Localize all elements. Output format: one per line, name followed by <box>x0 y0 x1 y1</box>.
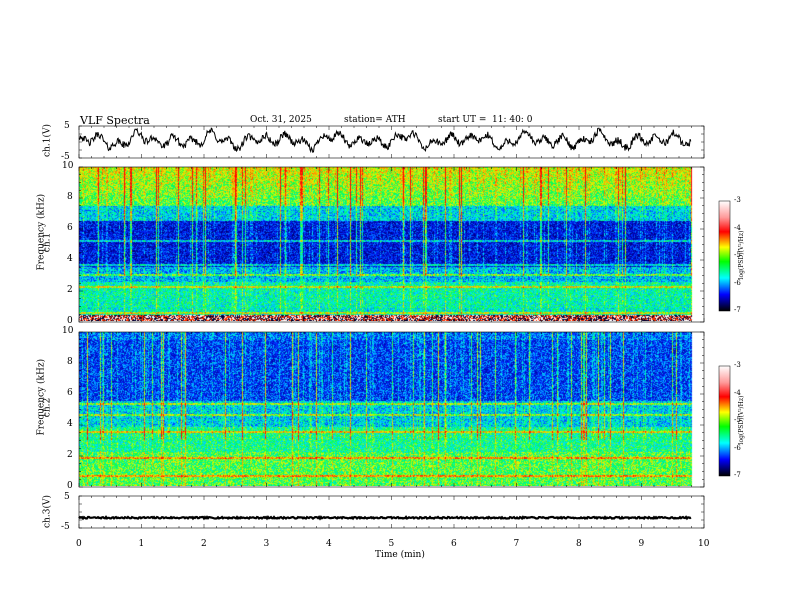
x-tick-label: 10 <box>698 539 710 549</box>
x-tick-label: 5 <box>388 539 395 549</box>
y-tick-label: 10 <box>62 161 74 171</box>
ch3-voltage-min: -5 <box>61 522 70 532</box>
colorbar-tick-label: -6 <box>734 278 741 287</box>
colorbar-tick-label: -4 <box>734 223 741 232</box>
ch1-spectrogram-frame <box>78 166 705 323</box>
y-tick-label: 8 <box>67 192 73 202</box>
ch1-colorbar-label: log(PSD)(V²/Hz) <box>738 230 745 280</box>
y-tick-label: 0 <box>67 481 73 491</box>
colorbar-tick-label: -6 <box>734 443 741 452</box>
start-ut-label: start UT = <box>438 115 487 125</box>
ch3-voltage-max: 5 <box>64 492 70 502</box>
colorbar-tick-label: -7 <box>734 306 741 314</box>
ch1-name-label: ch.1 <box>42 232 53 253</box>
y-tick-label: 0 <box>67 316 73 326</box>
y-tick-label: 10 <box>62 326 74 336</box>
ch2-colorbar <box>718 365 731 477</box>
ch2-name-label: ch.2 <box>42 397 53 418</box>
x-tick-label: 2 <box>201 539 207 549</box>
ch2-colorbar-label: log(PSD)(V²/Hz) <box>738 395 745 445</box>
ch1-voltage-frame <box>78 125 705 159</box>
chart-title: VLF Spectra <box>80 114 150 127</box>
colorbar-tick-label: -5 <box>734 416 741 424</box>
ch1-voltage-label: ch.1(V) <box>42 124 53 157</box>
y-tick-label: 6 <box>67 388 73 398</box>
y-tick-label: 4 <box>67 419 73 429</box>
y-tick-label: 2 <box>67 450 73 460</box>
x-tick-label: 1 <box>138 539 145 549</box>
y-tick-label: 8 <box>67 357 73 367</box>
ch3-voltage-frame <box>78 495 705 529</box>
x-tick-label: 6 <box>451 539 457 549</box>
date-label: Oct. 31, 2025 <box>250 115 312 125</box>
colorbar-tick-label: -4 <box>734 388 741 397</box>
colorbar-tick-label: -3 <box>734 196 741 204</box>
colorbar-tick-label: -5 <box>734 251 741 259</box>
ch1-voltage-min: -5 <box>61 152 70 162</box>
x-tick-label: 7 <box>513 539 520 549</box>
ch2-spectrogram <box>79 332 693 486</box>
start-ut-time: 11: 40: 0 <box>492 115 533 125</box>
ch2-spectrogram-frame <box>78 331 705 488</box>
y-tick-label: 6 <box>67 223 73 233</box>
x-tick-label: 3 <box>263 539 270 549</box>
x-tick-label: 4 <box>326 539 332 549</box>
y-tick-label: 2 <box>67 285 73 295</box>
station-label: station= ATH <box>344 115 406 125</box>
ch1-spectrogram <box>79 167 693 321</box>
x-tick-label: 0 <box>76 539 82 549</box>
y-tick-label: 4 <box>67 254 73 264</box>
xaxis-label: Time (min) <box>375 550 425 560</box>
colorbar-tick-label: -7 <box>734 471 741 479</box>
ch3-voltage-label: ch.3(V) <box>42 495 53 528</box>
x-tick-label: 9 <box>638 539 645 549</box>
ch1-voltage-max: 5 <box>64 121 70 131</box>
ch1-colorbar <box>718 200 731 312</box>
ch3-waveform-line <box>78 515 692 521</box>
ch1-waveform-line <box>78 127 692 154</box>
x-tick-label: 8 <box>576 539 582 549</box>
colorbar-tick-label: -3 <box>734 361 741 369</box>
